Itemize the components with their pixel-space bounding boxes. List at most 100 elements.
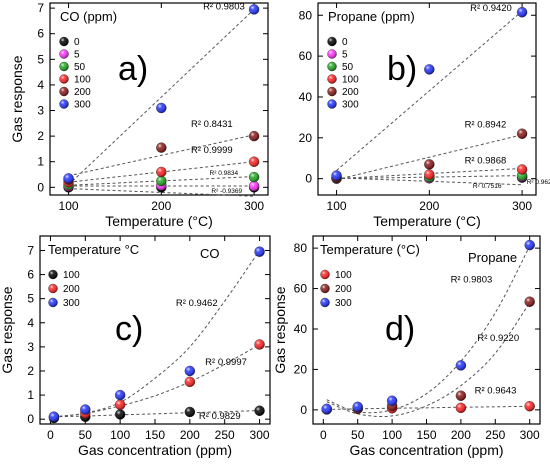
legend-title: Temperature °C (48, 242, 139, 257)
x-tick-label: 100 (327, 199, 347, 213)
plot-frame (39, 235, 271, 425)
data-point-sheen (249, 156, 260, 167)
panel-letter: d) (385, 310, 415, 348)
y-tick-label: 4 (37, 78, 44, 92)
data-point-sheen (352, 401, 363, 412)
x-tick-label: 300 (520, 428, 540, 442)
fit-line (68, 188, 255, 197)
y-tick-label: 40 (299, 90, 313, 104)
plot-frame (317, 2, 537, 196)
r-squared-label: R² 0.9643 (475, 386, 517, 397)
legend-entry: 100 (342, 75, 359, 86)
gas-label: CO (200, 246, 220, 261)
x-axis-label: Temperature (°C) (105, 213, 213, 229)
gas-label: Propane (468, 250, 517, 265)
legend-entry: 200 (74, 87, 91, 98)
data-point-sheen (517, 128, 528, 139)
y-tick-label: 60 (299, 49, 313, 63)
legend-marker-sheen (320, 270, 330, 279)
legend-marker-sheen (327, 74, 337, 84)
y-axis-label: Gas response (9, 55, 25, 142)
x-tick-label: 150 (145, 428, 165, 442)
fit-curve (326, 302, 531, 417)
panel-d: 0 50 100 150 200 250 300 0 20 40 60 80 Gas concentra… (272, 235, 541, 458)
legend-title: Temperature (°C) (320, 242, 420, 257)
data-point-sheen (156, 142, 167, 153)
legend-entry: 100 (335, 270, 352, 281)
x-tick-label: 0 (320, 428, 327, 442)
data-point-sheen (321, 403, 332, 414)
data-point-sheen (331, 170, 342, 181)
r-squared-label: R² -0.9369 (211, 188, 242, 195)
legend-marker-sheen (48, 270, 58, 279)
x-tick-label: 250 (215, 428, 235, 442)
legend-entry: 300 (342, 100, 359, 111)
legend: Temperature °C 100 200 300 (48, 242, 139, 309)
x-tick-label: 200 (151, 199, 171, 213)
r-squared-label: R² 0.9868 (465, 155, 507, 166)
y-tick-label: 20 (299, 131, 313, 145)
legend-entry: 200 (342, 87, 359, 98)
data-point-sheen (387, 395, 398, 406)
y-axis-label: Gas response (272, 286, 288, 373)
legend-entry: 100 (63, 270, 80, 281)
legend-entry: 5 (342, 50, 348, 61)
x-tick-label: 100 (382, 428, 402, 442)
legend-marker-sheen (327, 87, 337, 96)
legend-marker-sheen (59, 37, 69, 46)
fit-line (68, 161, 255, 183)
data-point-sheen (249, 4, 260, 15)
legend-marker-sheen (59, 74, 69, 84)
legend-entry: 50 (74, 62, 86, 73)
y-tick-label: 7 (37, 1, 44, 15)
data-point-sheen (80, 404, 91, 415)
r-squared-label: R² 0.7516 (473, 183, 502, 190)
data-point-sheen (455, 402, 466, 413)
r-squared-label: R² 0.9462 (176, 298, 218, 309)
data-point-sheen (424, 169, 435, 180)
y-tick-label: 40 (294, 322, 308, 336)
y-tick-label: 0 (305, 172, 312, 186)
y-tick-label: 5 (37, 52, 44, 66)
y-tick-label: 80 (294, 241, 308, 255)
data-point-sheen (424, 64, 435, 75)
legend-entry: 200 (335, 284, 352, 295)
data-point-sheen (184, 376, 195, 387)
legend-marker-sheen (327, 37, 337, 46)
x-tick-label: 200 (180, 428, 200, 442)
r-squared-label: R² 0.9999 (191, 145, 233, 156)
x-axis-label: Gas concentration (ppm) (349, 442, 503, 458)
fit-curve (326, 405, 530, 410)
fit-line (68, 134, 255, 177)
legend-entry: 5 (74, 50, 80, 61)
y-tick-label: 3 (37, 104, 44, 118)
fit-line (336, 10, 523, 171)
legend-title: Propane (ppm) (328, 9, 415, 24)
y-tick-label: 1 (37, 155, 44, 169)
legend-entry: 0 (74, 37, 80, 48)
y-tick-label: 7 (27, 243, 34, 257)
legend-marker-sheen (327, 62, 337, 71)
legend-entry: 300 (74, 100, 91, 111)
r-squared-label: R² 0.9834 (210, 170, 239, 177)
legend-marker-sheen (48, 284, 58, 293)
data-point-sheen (156, 166, 167, 177)
panel-letter: b) (387, 50, 417, 88)
y-tick-label: 1 (27, 388, 34, 402)
y-axis-label: Gas response (0, 286, 15, 373)
y-tick-label: 0 (27, 412, 34, 426)
y-tick-label: 2 (37, 129, 44, 143)
data-point-sheen (156, 175, 167, 186)
fit-line (336, 177, 523, 186)
data-point-sheen (156, 102, 167, 113)
x-tick-label: 0 (47, 428, 54, 442)
x-tick-label: 250 (485, 428, 505, 442)
legend-entry: 300 (63, 298, 80, 309)
data-point-sheen (254, 246, 265, 257)
fit-line (336, 175, 523, 180)
legend-marker-sheen (59, 99, 69, 109)
data-point-sheen (524, 296, 535, 307)
data-point-sheen (249, 172, 260, 183)
